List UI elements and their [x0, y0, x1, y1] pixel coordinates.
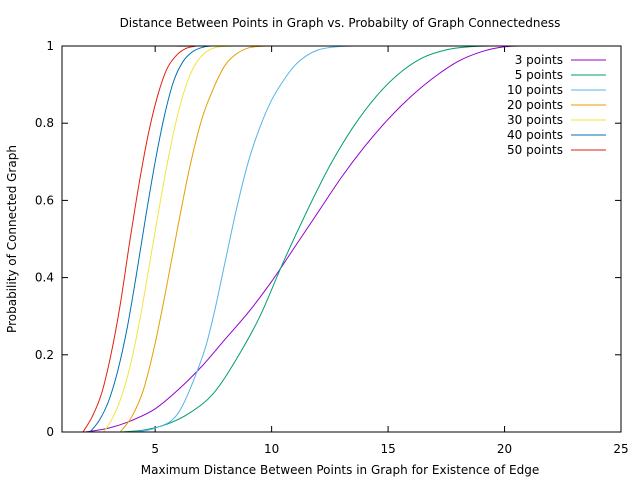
legend-label: 20 points	[507, 98, 563, 112]
plot-frame	[61, 45, 622, 433]
x-tick-label: 15	[380, 442, 395, 456]
x-tick-label: 10	[264, 442, 279, 456]
y-axis-label: Probability of Connected Graph	[5, 145, 19, 333]
y-tick-label: 0.8	[35, 116, 54, 130]
y-tick-label: 1	[46, 39, 54, 53]
legend-label: 10 points	[507, 83, 563, 97]
series-line-20-points	[119, 45, 552, 433]
axes-ticks: 5 10 15 20 25 0 0.2 0.4 0.6 0.8 1	[35, 39, 629, 456]
series-line-50-points	[82, 45, 552, 433]
series-line-30-points	[103, 45, 552, 433]
y-tick-label: 0	[46, 425, 54, 439]
x-axis-label: Maximum Distance Between Points in Graph…	[141, 463, 539, 477]
series-line-5-points	[120, 45, 552, 433]
series-lines	[82, 45, 552, 433]
y-tick-label: 0.2	[35, 348, 54, 362]
x-tick-label: 25	[613, 442, 628, 456]
y-tick-label: 0.4	[35, 271, 54, 285]
series-line-3-points	[85, 45, 552, 433]
legend-label: 3 points	[515, 53, 563, 67]
y-tick-label: 0.6	[35, 193, 54, 207]
legend-label: 5 points	[515, 68, 563, 82]
legend-label: 50 points	[507, 143, 563, 157]
x-tick-label: 5	[151, 442, 159, 456]
x-tick-label: 20	[497, 442, 512, 456]
legend-label: 30 points	[507, 113, 563, 127]
legend-label: 40 points	[507, 128, 563, 142]
series-line-40-points	[89, 45, 552, 433]
chart-title: Distance Between Points in Graph vs. Pro…	[120, 16, 561, 30]
